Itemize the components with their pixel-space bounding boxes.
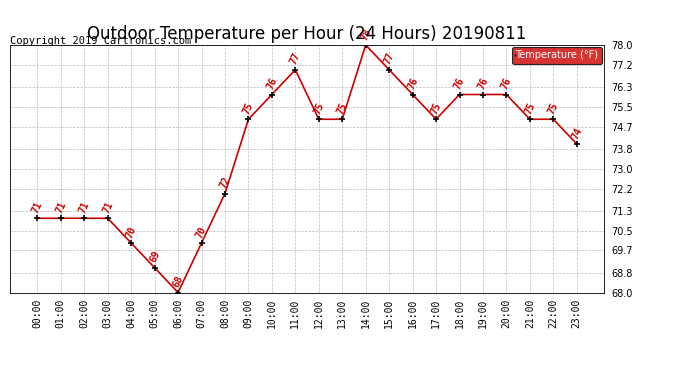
Text: 75: 75 bbox=[241, 101, 255, 116]
Text: 70: 70 bbox=[124, 225, 138, 240]
Text: 76: 76 bbox=[265, 76, 279, 91]
Text: 76: 76 bbox=[476, 76, 490, 91]
Text: 71: 71 bbox=[101, 200, 115, 215]
Text: 75: 75 bbox=[523, 101, 537, 116]
Text: 71: 71 bbox=[30, 200, 44, 215]
Text: 75: 75 bbox=[312, 101, 326, 116]
Text: 71: 71 bbox=[77, 200, 91, 215]
Text: 74: 74 bbox=[570, 126, 584, 141]
Text: 76: 76 bbox=[500, 76, 513, 91]
Title: Outdoor Temperature per Hour (24 Hours) 20190811: Outdoor Temperature per Hour (24 Hours) … bbox=[88, 26, 526, 44]
Text: 71: 71 bbox=[54, 200, 68, 215]
Text: 76: 76 bbox=[453, 76, 466, 91]
Text: 77: 77 bbox=[382, 51, 396, 66]
Legend: Temperature (°F): Temperature (°F) bbox=[512, 47, 602, 64]
Text: 77: 77 bbox=[288, 51, 302, 66]
Text: 72: 72 bbox=[218, 175, 232, 190]
Text: Copyright 2019 Cartronics.com: Copyright 2019 Cartronics.com bbox=[10, 36, 192, 46]
Text: 70: 70 bbox=[195, 225, 208, 240]
Text: 68: 68 bbox=[171, 274, 185, 289]
Text: 75: 75 bbox=[546, 101, 560, 116]
Text: 69: 69 bbox=[148, 249, 161, 264]
Text: 75: 75 bbox=[335, 101, 349, 116]
Text: 75: 75 bbox=[429, 101, 443, 116]
Text: 78: 78 bbox=[359, 27, 373, 42]
Text: 76: 76 bbox=[406, 76, 420, 91]
